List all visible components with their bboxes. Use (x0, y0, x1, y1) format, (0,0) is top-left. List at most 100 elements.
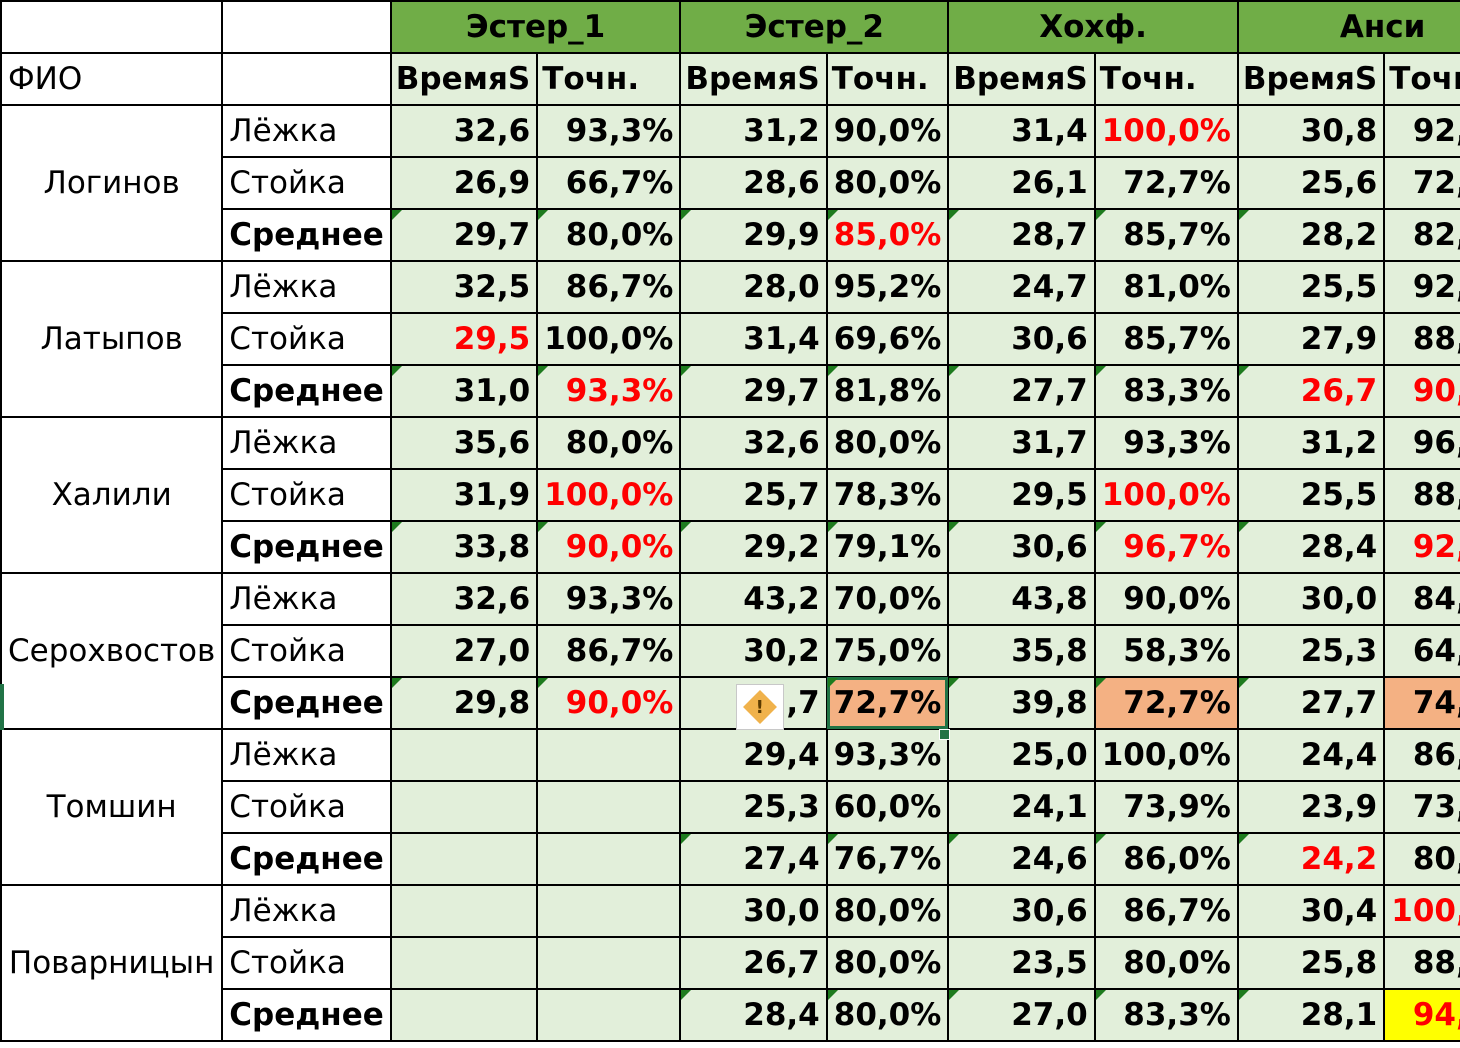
data-cell[interactable]: 86,7% (536, 624, 682, 678)
row-label[interactable]: Среднее (221, 988, 392, 1042)
data-cell[interactable]: 81,8% (825, 364, 950, 418)
data-cell[interactable]: 73,9% (1093, 780, 1239, 834)
data-cell[interactable]: 66,7% (536, 156, 682, 210)
data-cell[interactable]: 93,3% (536, 572, 682, 626)
data-cell[interactable]: 80,0% (825, 416, 950, 470)
data-cell[interactable]: 30,2 (679, 624, 828, 678)
data-cell[interactable]: 31,9 (389, 468, 539, 522)
data-cell[interactable]: 30,0 (679, 884, 828, 938)
data-cell[interactable]: 25,5 (1236, 260, 1386, 314)
data-cell[interactable] (536, 780, 682, 834)
group-header-ansi[interactable]: Анси (1236, 0, 1460, 54)
data-cell[interactable]: 90,0% (536, 520, 682, 574)
data-cell[interactable] (389, 936, 539, 990)
data-cell[interactable]: 28,4 (1236, 520, 1386, 574)
data-cell[interactable]: 30,4 (1236, 884, 1386, 938)
data-cell[interactable] (536, 884, 682, 938)
sub-header[interactable]: Точн. (1093, 52, 1239, 106)
data-cell[interactable]: 96,7% (1093, 520, 1239, 574)
person-name[interactable]: Поварницын (0, 884, 224, 1042)
data-cell[interactable]: 27,7 (947, 364, 1096, 418)
data-cell[interactable]: 80,0% (536, 208, 682, 262)
row-label[interactable]: Лёжка (221, 104, 392, 158)
empty-cell[interactable] (221, 52, 392, 106)
data-cell[interactable]: 84,0% (1383, 572, 1460, 626)
data-cell[interactable] (536, 728, 682, 782)
data-cell[interactable]: 88,0% (1383, 312, 1460, 366)
data-cell[interactable]: 24,4 (1236, 728, 1386, 782)
data-cell[interactable]: 80,0% (1093, 936, 1239, 990)
data-cell[interactable] (389, 728, 539, 782)
data-cell[interactable]: 92,0% (1383, 104, 1460, 158)
data-cell[interactable] (389, 988, 539, 1042)
row-label[interactable]: Стойка (221, 936, 392, 990)
data-cell[interactable]: 80,0% (825, 884, 950, 938)
data-cell[interactable]: 24,1 (947, 780, 1096, 834)
data-cell[interactable]: 29,9 (679, 208, 828, 262)
data-cell[interactable]: 29,5 (947, 468, 1096, 522)
data-cell[interactable]: 31,2 (1236, 416, 1386, 470)
data-cell[interactable]: 31,2 (679, 104, 828, 158)
data-cell[interactable]: 25,7 (679, 468, 828, 522)
data-cell[interactable]: 100,0% (536, 468, 682, 522)
row-label[interactable]: Лёжка (221, 572, 392, 626)
data-cell[interactable]: 29,2 (679, 520, 828, 574)
data-cell[interactable]: 28,1 (1236, 988, 1386, 1042)
group-header-ester2[interactable]: Эстер_2 (679, 0, 950, 54)
data-cell[interactable]: 83,3% (1093, 988, 1239, 1042)
data-cell[interactable]: 30,6 (947, 520, 1096, 574)
data-cell[interactable] (536, 988, 682, 1042)
data-cell[interactable]: 31,7 (947, 416, 1096, 470)
data-cell[interactable]: 80,0% (825, 936, 950, 990)
row-label[interactable]: Стойка (221, 312, 392, 366)
data-cell[interactable]: 29,5 (389, 312, 539, 366)
data-cell[interactable]: 29,7 (389, 208, 539, 262)
data-cell[interactable]: 30,6 (947, 312, 1096, 366)
data-cell[interactable]: 78,3% (825, 468, 950, 522)
fill-handle[interactable] (939, 729, 950, 740)
data-cell[interactable]: 33,8 (389, 520, 539, 574)
row-label[interactable]: Стойка (221, 624, 392, 678)
data-cell[interactable]: 35,8 (947, 624, 1096, 678)
sub-header[interactable]: ВремяS (947, 52, 1096, 106)
data-cell[interactable]: 31,0 (389, 364, 539, 418)
data-cell[interactable]: 96,0% (1383, 416, 1460, 470)
data-cell[interactable]: 27,0 (947, 988, 1096, 1042)
data-cell[interactable]: 26,7 (679, 936, 828, 990)
data-cell[interactable]: 23,9 (1236, 780, 1386, 834)
data-cell[interactable]: 75,0% (825, 624, 950, 678)
person-name[interactable]: Латыпов (0, 260, 224, 418)
data-cell[interactable]: 28,4 (679, 988, 828, 1042)
data-cell[interactable]: 92,0% (1383, 260, 1460, 314)
data-cell[interactable]: 27,9 (1236, 312, 1386, 366)
data-cell[interactable]: 85,0% (825, 208, 950, 262)
data-cell[interactable]: 90,0% (825, 104, 950, 158)
data-cell[interactable]: 93,3% (536, 364, 682, 418)
data-cell[interactable]: 31,4 (679, 312, 828, 366)
data-cell[interactable]: 72,7% (1093, 156, 1239, 210)
sub-header[interactable]: Точн. (825, 52, 950, 106)
row-label[interactable]: Лёжка (221, 416, 392, 470)
data-cell[interactable]: 26,7 (1236, 364, 1386, 418)
error-warning-icon[interactable]: ! (736, 684, 784, 730)
row-label[interactable]: Среднее (221, 208, 392, 262)
data-cell[interactable] (389, 832, 539, 886)
data-cell[interactable]: 74,0% (1383, 676, 1460, 730)
person-name[interactable]: Логинов (0, 104, 224, 262)
row-label[interactable]: Лёжка (221, 728, 392, 782)
data-cell[interactable]: 25,3 (1236, 624, 1386, 678)
row-label[interactable]: Лёжка (221, 884, 392, 938)
data-cell[interactable]: 58,3% (1093, 624, 1239, 678)
data-cell[interactable] (389, 780, 539, 834)
data-cell[interactable]: 27,4 (679, 832, 828, 886)
data-cell[interactable]: 23,5 (947, 936, 1096, 990)
data-cell[interactable]: 35,6 (389, 416, 539, 470)
person-name[interactable]: Серохвостов (0, 572, 224, 730)
data-cell[interactable]: 80,0% (825, 156, 950, 210)
data-cell[interactable]: 27,0 (389, 624, 539, 678)
data-cell[interactable]: 94,0% (1383, 988, 1460, 1042)
row-label[interactable]: Стойка (221, 780, 392, 834)
data-cell[interactable]: 30,6 (947, 884, 1096, 938)
row-label[interactable]: Среднее (221, 520, 392, 574)
data-cell[interactable]: 79,1% (825, 520, 950, 574)
